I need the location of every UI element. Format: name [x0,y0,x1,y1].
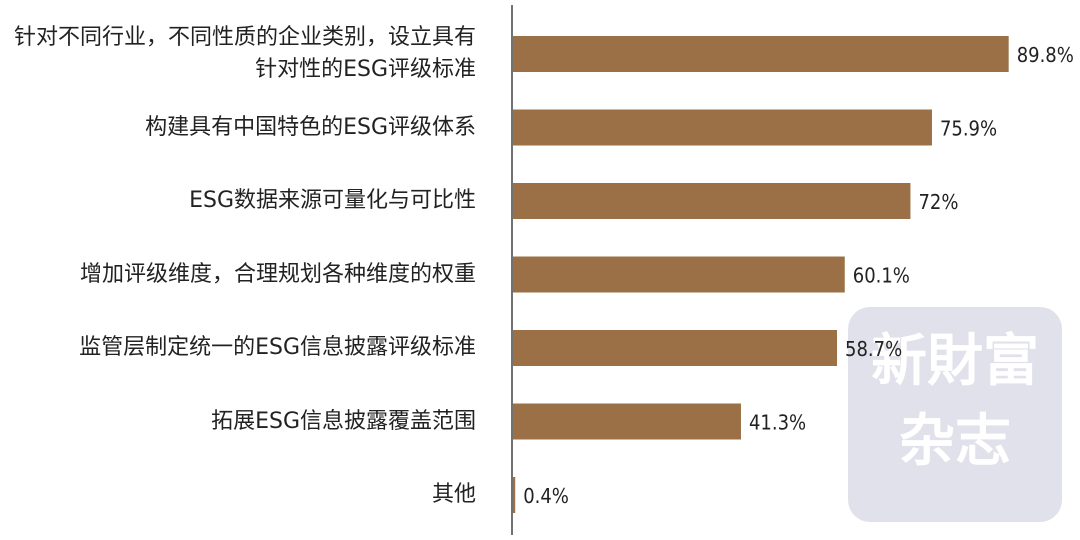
value-label: 41.3% [749,411,806,435]
bar [513,477,516,513]
watermark: 杂志 [899,408,1011,474]
value-label: 89.8% [1017,43,1074,67]
watermark: 新財富 [871,328,1039,394]
value-label: 60.1% [853,264,910,288]
category-label: 监管层制定统一的ESG信息披露评级标准 [79,335,476,360]
category-label: 构建具有中国特色的ESG评级体系 [145,114,476,140]
watermark-box [848,307,1062,522]
value-label: 75.9% [940,117,997,141]
bar [513,109,932,146]
value-label: 72% [918,190,958,214]
category-label: ESG数据来源可量化与可比性 [189,188,476,213]
category-label: 针对不同行业，不同性质的企业类别，设立具有针对性的ESG评级标准 [13,25,476,82]
category-label: 其他 [431,482,476,507]
category-label: 增加评级维度，合理规划各种维度的权重 [79,261,476,287]
value-label: 58.7% [845,337,902,361]
value-label: 0.4% [523,484,569,508]
category-label: 拓展ESG信息披露覆盖范围 [211,408,476,434]
bar [513,256,845,293]
bar [513,36,1009,72]
bar [513,403,741,440]
bar [513,330,838,366]
bar [513,183,911,219]
